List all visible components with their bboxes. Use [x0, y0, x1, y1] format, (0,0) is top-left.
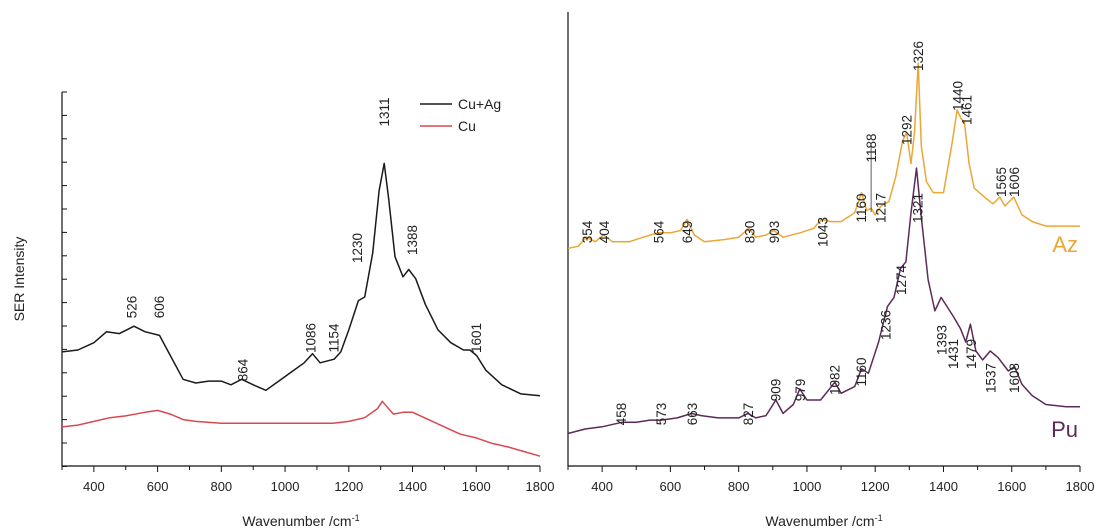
series-pu-line	[567, 167, 1080, 435]
peak-label: 564	[652, 220, 667, 243]
x-tick-label: 600	[660, 479, 682, 494]
x-tick-label: 800	[728, 479, 750, 494]
y-axis-title: SER Intensity	[11, 237, 27, 322]
peak-label: 909	[769, 379, 784, 402]
series-label-pu: Pu	[1051, 417, 1078, 442]
peak-label: 864	[235, 358, 250, 381]
x-axis-title-sup: -1	[875, 513, 883, 523]
legend-label-cu: Cu	[458, 118, 476, 134]
right-panel: 400 600 800 1000 1200 1400 1600 1800 Wavenumber …	[567, 12, 1095, 529]
peak-label: 1160	[854, 357, 869, 386]
peak-label: 827	[741, 403, 756, 426]
peak-label: 1274	[894, 264, 909, 295]
x-axis-title: Wavenumber /cm-1	[242, 513, 359, 529]
peak-label: 1608	[1007, 363, 1022, 393]
peak-label: 1230	[350, 233, 365, 263]
x-tick-label: 1600	[462, 479, 491, 494]
peak-label: 1082	[828, 365, 843, 395]
peak-label: 573	[654, 403, 669, 426]
peak-label: 1479	[964, 339, 979, 369]
x-tick-label: 1200	[334, 479, 363, 494]
x-tick-label: 1000	[792, 479, 821, 494]
peak-label: 979	[793, 379, 808, 402]
series-cu-line	[61, 400, 541, 457]
peak-label: 1461	[960, 95, 975, 125]
peak-label: 606	[152, 296, 167, 319]
x-tick-label: 1400	[398, 479, 427, 494]
peak-label: 1154	[327, 323, 342, 353]
x-tick-label: 1600	[997, 479, 1026, 494]
peak-label: 1217	[873, 193, 888, 223]
peak-label: 1431	[946, 339, 961, 369]
peak-label: 1440	[951, 81, 966, 111]
x-tick-label: 1800	[1066, 479, 1095, 494]
peak-label: 663	[685, 403, 700, 426]
peak-label: 1292	[900, 115, 915, 145]
x-tick-label: 1200	[861, 479, 890, 494]
x-axis-title: Wavenumber /cm-1	[765, 513, 882, 529]
x-tick-label: 400	[591, 479, 613, 494]
peak-label: 1043	[816, 217, 831, 247]
peak-label: 1606	[1007, 167, 1022, 197]
peak-label: 1188	[864, 133, 879, 162]
peak-label: 526	[125, 296, 140, 319]
peak-label: 1393	[934, 325, 949, 355]
x-tick-label: 400	[83, 479, 105, 494]
series-cu_ag-line	[61, 162, 541, 397]
x-tick-label: 1400	[929, 479, 958, 494]
peak-label: 649	[680, 221, 695, 244]
peak-label: 830	[743, 221, 758, 244]
peak-label: 903	[767, 221, 782, 244]
peak-label: 1236	[878, 310, 893, 340]
peak-label: 1601	[469, 323, 484, 353]
peak-label: 1537	[984, 363, 999, 393]
series-label-az: Az	[1052, 232, 1078, 257]
peak-label: 1326	[911, 41, 926, 71]
peak-label: 354	[580, 220, 595, 243]
legend-label-cu_ag: Cu+Ag	[458, 96, 501, 112]
peak-label: 1565	[994, 167, 1009, 197]
peak-label: 1388	[405, 225, 420, 255]
peak-label: 1321	[911, 193, 926, 223]
x-tick-label: 1800	[526, 479, 555, 494]
peak-label: 1160	[854, 193, 869, 222]
peak-label: 1086	[304, 323, 319, 353]
x-tick-label: 1000	[271, 479, 300, 494]
x-tick-label: 800	[210, 479, 232, 494]
peak-label: 458	[614, 403, 629, 426]
peak-label: 1311	[377, 97, 392, 126]
peak-label: 404	[597, 220, 612, 243]
x-tick-label: 600	[147, 479, 169, 494]
left-panel: 400 600 800 1000 1200 1400 1600 1800 Wavenumber …	[11, 91, 555, 529]
x-axis-title-sup: -1	[352, 513, 360, 523]
